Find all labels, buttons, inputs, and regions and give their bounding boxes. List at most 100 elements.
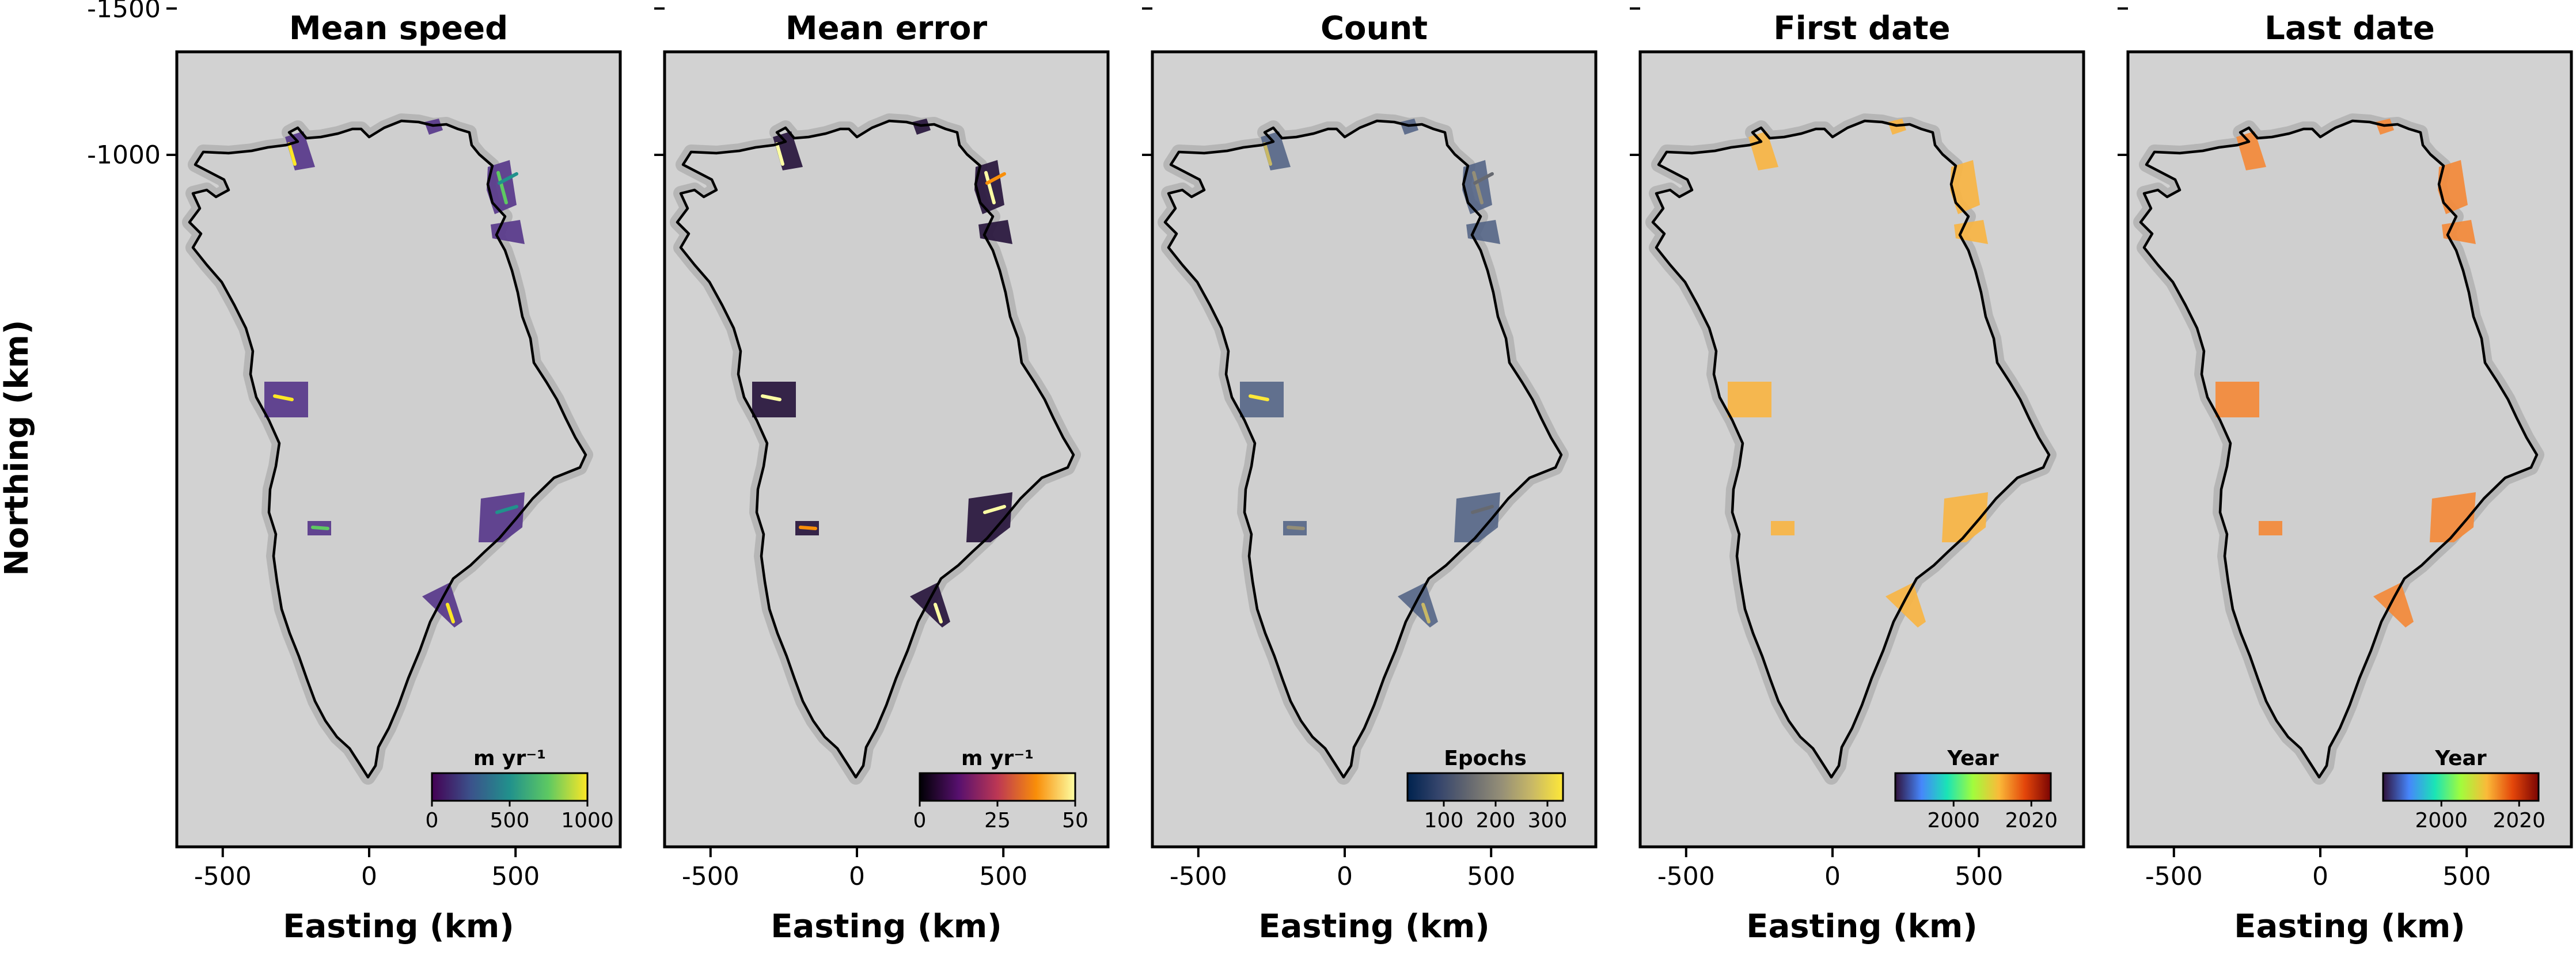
colorbar-gradient: [1894, 772, 2052, 802]
x-tick-label: 0: [2312, 862, 2328, 891]
panel-title: Last date: [2264, 10, 2435, 47]
velocity-streak: [761, 394, 781, 401]
colorbar-tick-label: 2000: [1927, 809, 1980, 832]
y-tick-label: -1500: [87, 0, 161, 24]
velocity-streak: [1421, 603, 1431, 623]
panel-title: Count: [1321, 10, 1428, 47]
colorbar: m yr⁻¹ 0 25 50: [909, 737, 1088, 839]
colorbar-tick-label: 500: [490, 809, 530, 832]
velocity-streak: [273, 394, 294, 401]
panel-frame: [175, 50, 622, 849]
colorbar-gradient: [2382, 772, 2540, 802]
x-tick-label: 0: [1337, 862, 1353, 891]
panel-5: Last date -500 0 500 Easting (km) Year 2000 202…: [2118, 7, 2573, 945]
velocity-streak: [934, 603, 943, 623]
map-content: [1158, 113, 1569, 785]
x-tick-label: 0: [361, 862, 377, 891]
colorbar-label: Year: [2434, 747, 2486, 770]
panel-frame: [1151, 50, 1598, 849]
colorbar-tick-label: 100: [1424, 809, 1464, 832]
glacier-data-patch: [1728, 382, 1771, 417]
x-axis-label: Easting (km): [283, 908, 514, 945]
velocity-streak: [446, 603, 455, 623]
panel-frame: [2126, 50, 2573, 849]
coastline: [1163, 119, 1563, 779]
x-tick-label: 500: [491, 862, 540, 891]
map-content: [1645, 113, 2057, 785]
x-tick-label: 500: [2442, 862, 2491, 891]
colorbar-tick-label: 300: [1528, 809, 1568, 832]
coastline: [676, 119, 1075, 779]
ice-sheet: [677, 121, 1073, 777]
panel-4: First date -500 0 500 Easting (km) Year 2000 20…: [1630, 7, 2085, 945]
glacier-data-patch: [1771, 521, 1795, 535]
colorbar-label: Epochs: [1444, 747, 1527, 770]
y-axis-label: Northing (km): [0, 320, 36, 576]
colorbar-gradient: [1406, 772, 1564, 802]
glacier-data-patch: [966, 492, 1012, 542]
velocity-streak: [799, 526, 817, 530]
x-tick-label: 500: [1467, 862, 1515, 891]
velocity-streak: [1471, 505, 1494, 514]
x-tick-label: 500: [979, 862, 1027, 891]
glacier-data-patch: [2430, 492, 2476, 542]
colorbar-label: Year: [1947, 747, 1998, 770]
x-axis-label: Easting (km): [1746, 908, 1978, 945]
glacier-data-patch: [2259, 521, 2282, 535]
glacier-data-patch: [2438, 160, 2468, 214]
panel-3: Count -500 0 500 Easting (km) Epochs 100 200 300: [1142, 7, 1598, 945]
x-tick-label: -500: [1170, 862, 1227, 891]
panel-2: Mean error -500 0 500 Easting (km) m yr⁻¹ 0 25 5…: [654, 7, 1110, 945]
x-tick-label: -500: [682, 862, 739, 891]
glacier-data-patch: [1942, 492, 1988, 542]
panel-frame: [663, 50, 1110, 849]
panel-frame: [1638, 50, 2085, 849]
ice-sheet: [1165, 121, 1561, 777]
colorbar-tick-label: 25: [984, 809, 1011, 832]
velocity-streak: [496, 171, 508, 204]
colorbar-label: m yr⁻¹: [473, 747, 546, 770]
colorbar-tick-label: 200: [1476, 809, 1516, 832]
velocity-streak: [985, 172, 1006, 185]
x-tick-label: 0: [849, 862, 865, 891]
colorbar: Epochs 100 200 300: [1397, 737, 1573, 839]
x-tick-label: 0: [1824, 862, 1841, 891]
colorbar-gradient: [919, 772, 1076, 802]
velocity-streak: [311, 526, 329, 530]
velocity-streak: [983, 505, 1006, 514]
x-tick-label: -500: [2145, 862, 2203, 891]
colorbar-gradient: [431, 772, 589, 802]
panel-title: First date: [1773, 10, 1950, 47]
x-tick-label: -500: [1657, 862, 1715, 891]
glacier-data-patch: [1748, 131, 1778, 170]
x-axis-label: Easting (km): [1258, 908, 1490, 945]
x-tick-label: -500: [194, 862, 252, 891]
colorbar-tick-label: 50: [1062, 809, 1088, 832]
map-content: [2133, 113, 2544, 785]
y-tick-label: -1000: [87, 140, 161, 170]
glacier-data-patch: [1885, 583, 1926, 627]
colorbar-tick-label: 1000: [561, 809, 614, 832]
coastline: [1651, 119, 2051, 779]
velocity-streak: [495, 505, 518, 514]
glacier-data-patch: [2215, 382, 2259, 417]
coastline: [188, 119, 587, 779]
velocity-streak: [1263, 142, 1272, 166]
velocity-streak: [1249, 394, 1269, 401]
glacier-data-patch: [1454, 492, 1500, 542]
x-axis-label: Easting (km): [2234, 908, 2465, 945]
glacier-data-patch: [479, 492, 525, 542]
ice-sheet: [1653, 121, 2049, 777]
coastline: [2139, 119, 2539, 779]
velocity-streak: [1472, 171, 1484, 204]
ice-sheet: [2141, 121, 2537, 777]
glacier-data-patch: [1950, 160, 1980, 214]
colorbar-tick-label: 2000: [2415, 809, 2468, 832]
map-content: [182, 113, 593, 785]
map-content: [670, 113, 1081, 785]
colorbar-tick-label: 2020: [2492, 809, 2545, 832]
velocity-streak: [287, 142, 297, 166]
velocity-streak: [1473, 172, 1494, 185]
